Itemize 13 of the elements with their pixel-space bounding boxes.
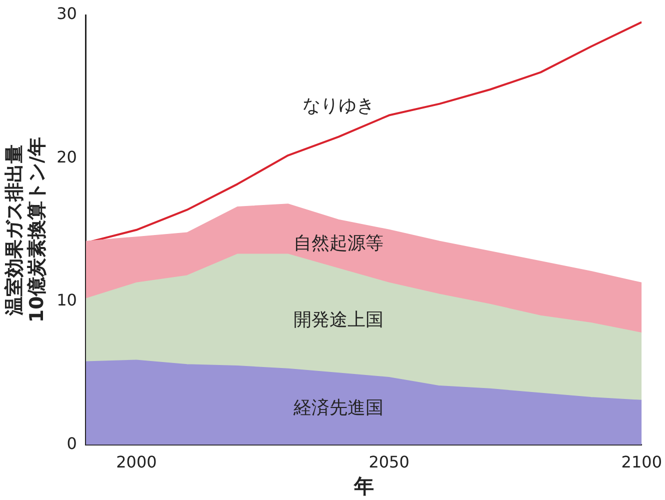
y-tick-label: 10 (56, 290, 77, 310)
y-tick-label: 30 (56, 4, 77, 24)
series-label: 経済先進国 (292, 398, 384, 419)
series-label: 開発途上国 (294, 310, 384, 331)
y-tick-label: 0 (66, 434, 77, 453)
series-label: 自然起源等 (294, 232, 384, 254)
y-axis-title: 温室効果ガス排出量 10億炭素換算トン/年 (3, 137, 48, 323)
y-tick-label: 20 (56, 147, 77, 166)
x-tick-label: 2050 (368, 452, 410, 472)
series-label: なりゆき (302, 95, 375, 116)
x-axis-title: 年 (352, 474, 374, 498)
x-tick-label: 2000 (116, 452, 157, 472)
x-tick-label: 2100 (621, 452, 662, 472)
